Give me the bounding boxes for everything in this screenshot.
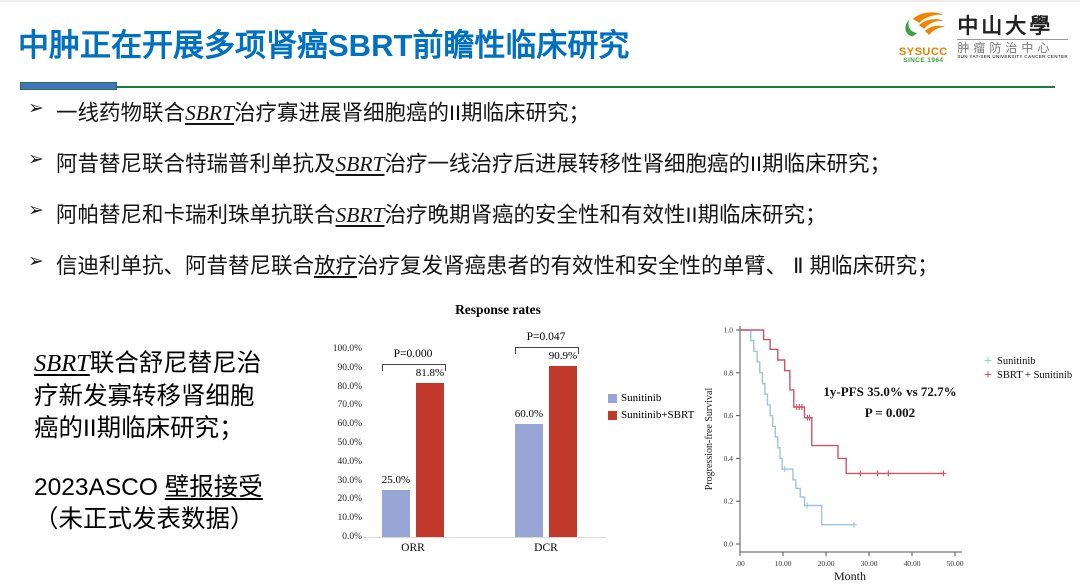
title-divider: [20, 82, 1055, 91]
underlined-term: SBRT: [34, 350, 90, 377]
arrow-bullet-icon: ➢: [28, 200, 44, 221]
bar-y-tick-label: 90.0%: [337, 362, 362, 373]
note-acceptance: 2023ASCO 壁报接受 （未正式发表数据）: [34, 473, 263, 534]
bar-y-tick-label: 30.0%: [337, 475, 362, 486]
bar-chart-title: Response rates: [455, 302, 541, 317]
svg-text:0.0: 0.0: [724, 540, 734, 549]
svg-text:10.00: 10.00: [775, 559, 792, 568]
svg-text:0.8: 0.8: [724, 368, 734, 377]
km-x-axis-label: Month: [834, 569, 866, 583]
logo-abbr: SYSUCC: [898, 46, 948, 58]
bar-chart-legend: Sunitinib Sunitinib+SBRT: [608, 392, 694, 426]
bullet-study-4: ➢ 信迪利单抗、阿昔替尼联合放疗治疗复发肾癌患者的有效性和安全性的单臂、 Ⅱ 期临…: [28, 251, 939, 278]
km-axes: .00 10.00 20.00 30.00 40.00 50.00 0.0 0.2 0.4 0.6…: [724, 326, 964, 569]
p-value-orr: P=0.000: [393, 348, 433, 360]
study-note: SBRT联合舒尼替尼治疗新发寡转移肾细胞癌的II期临床研究； 2023ASCO …: [34, 348, 276, 537]
bar-y-tick-label: 100.0%: [332, 344, 362, 354]
censor-plus-icon: +: [984, 353, 992, 369]
legend-swatch: [608, 393, 617, 403]
km-annotation-pfs: 1y-PFS 35.0% vs 72.7%: [823, 384, 956, 399]
svg-text:20.00: 20.00: [818, 559, 835, 568]
underlined-term: SBRT: [335, 152, 385, 176]
study-bullet-list: ➢ 一线药物联合SBRT治疗寡进展肾细胞癌的II期临床研究； ➢ 阿昔替尼联合特瑞普…: [28, 96, 1063, 300]
legend-item-sunitinib: Sunitinib: [608, 392, 694, 404]
bar-group-orr: 25.0% 81.8%: [380, 349, 446, 537]
svg-text:50.00: 50.00: [947, 559, 964, 568]
bar-orr-sunitinib: 25.0%: [382, 474, 410, 537]
bar-value-label: 81.8%: [415, 367, 445, 380]
bar-y-tick-label: 50.0%: [337, 438, 362, 448]
sysucc-swoosh-icon: [905, 12, 946, 37]
bullet-study-3: ➢ 阿帕替尼和卡瑞利珠单抗联合SBRT治疗晚期肾癌的安全性和有效性II期临床研究；: [28, 200, 827, 227]
bar-orr-sunitinib+sbrt: 81.8%: [416, 367, 444, 537]
divider-accent-bar: [20, 82, 117, 90]
legend-swatch: [608, 410, 617, 420]
arrow-bullet-icon: ➢: [28, 98, 44, 119]
divider-line: [20, 86, 1055, 88]
km-y-axis-label: Progression-free Survival: [704, 388, 715, 491]
bar-y-tick-label: 20.0%: [337, 494, 362, 505]
svg-text:0.2: 0.2: [724, 497, 734, 506]
km-legend: + Sunitinib + SBRT + Sunitinib: [984, 353, 1073, 384]
logo-university-name: 中山大學: [957, 14, 1054, 39]
bar-dcr-sunitinib+sbrt: 90.9%: [549, 350, 577, 537]
svg-text:.00: .00: [735, 559, 745, 568]
svg-text:0.4: 0.4: [724, 454, 734, 463]
km-curves: [740, 329, 947, 528]
logo-english-name: SUN YAT-SEN UNIVERSITY CANCER CENTER: [957, 53, 1068, 59]
legend-item-sunitinib: + Sunitinib: [984, 353, 1036, 369]
legend-item-sbrt-sunitinib: + SBRT + Sunitinib: [984, 367, 1073, 383]
bullet-study-1: ➢ 一线药物联合SBRT治疗寡进展肾细胞癌的II期临床研究；: [28, 98, 590, 125]
bar-value-label: 90.9%: [548, 350, 578, 363]
bar-value-label: 25.0%: [381, 474, 411, 486]
km-curve-sunitinib: [740, 329, 854, 526]
response-rates-bar-chart: Response rates 0.0% 10.0% 20.0% 30.0% 40.0% 5…: [328, 298, 708, 570]
logo-since: SINCE 1964: [903, 57, 944, 64]
underlined-term: SBRT: [335, 203, 385, 227]
significance-bracket-dcr: [515, 347, 579, 354]
bar-y-tick-label: 10.0%: [337, 513, 362, 524]
censor-plus-icon: +: [984, 367, 992, 383]
legend-item-sunitinib-sbrt: Sunitinib+SBRT: [608, 409, 694, 421]
bar-y-tick-label: 60.0%: [337, 419, 362, 430]
slide-title: 中肿正在开展多项肾癌SBRT前瞻性临床研究: [18, 28, 630, 63]
km-annotation-pvalue: P = 0.002: [865, 405, 915, 420]
bar-category-label: ORR: [401, 542, 425, 554]
bar-value-label: 60.0%: [514, 408, 544, 421]
bar-y-tick-label: 40.0%: [337, 456, 362, 467]
bullet-study-2: ➢ 阿昔替尼联合特瑞普利单抗及SBRT治疗一线治疗后进展转移性肾细胞癌的II期临床…: [28, 149, 891, 176]
note-study-title: SBRT联合舒尼替尼治疗新发寡转移肾细胞癌的II期临床研究；: [34, 350, 262, 443]
bar-group-dcr: 60.0% 90.9%: [513, 349, 579, 537]
logo-center-name: 肿瘤防治中心: [957, 39, 1068, 55]
km-curve-sbrt-sunitinib: [740, 329, 945, 475]
svg-text:30.00: 30.00: [861, 559, 878, 568]
p-value-dcr: P=0.047: [526, 331, 566, 343]
bar-y-tick-label: 0.0%: [342, 532, 362, 542]
bar-y-tick-label: 80.0%: [337, 381, 362, 392]
arrow-bullet-icon: ➢: [28, 251, 44, 272]
arrow-bullet-icon: ➢: [28, 149, 44, 170]
progression-free-survival-km-chart: .00 10.00 20.00 30.00 40.00 50.00 0.0 0.2 0.4 0.6…: [704, 326, 964, 584]
bar-y-tick-label: 70.0%: [337, 400, 362, 411]
svg-text:0.6: 0.6: [724, 411, 734, 420]
svg-text:40.00: 40.00: [904, 559, 921, 568]
bar-chart-baseline: [364, 537, 606, 538]
svg-text:1.0: 1.0: [724, 326, 734, 335]
significance-bracket-orr: [382, 364, 446, 371]
bar-category-label: DCR: [534, 542, 558, 554]
underlined-term: SBRT: [185, 101, 234, 125]
underlined-term: 放疗: [314, 254, 358, 278]
sysucc-logo: SYSUCC SINCE 1964 中山大學 肿瘤防治中心 SUN YAT-SE…: [897, 10, 1068, 65]
bar-dcr-sunitinib: 60.0%: [515, 408, 543, 537]
